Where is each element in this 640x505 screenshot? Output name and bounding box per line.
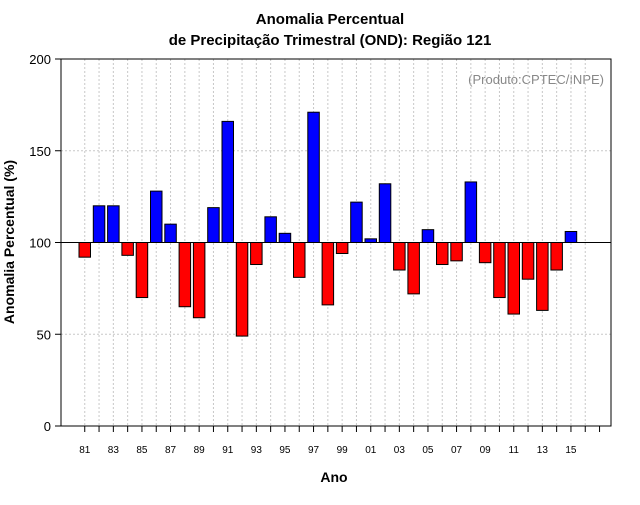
chart-subtitle: de Precipitação Trimestral (OND): Região… bbox=[169, 32, 492, 49]
bar-2009 bbox=[478, 242, 492, 264]
x-tick-label: 03 bbox=[394, 445, 406, 456]
axes-layer: 0 50 100 150 200 81 83 85 87 89 91 93 95 97 99 01 03 05 07… bbox=[29, 52, 612, 456]
bar-2006 bbox=[436, 242, 449, 266]
chart-title: Anomalia Percentual bbox=[256, 11, 404, 28]
bar-1996 bbox=[293, 242, 306, 278]
y-tick-label: 100 bbox=[29, 236, 51, 251]
bar-2007 bbox=[450, 242, 463, 262]
bar-1993 bbox=[250, 242, 263, 266]
bars-layer bbox=[78, 111, 578, 337]
x-tick-label: 13 bbox=[537, 445, 549, 456]
bar-2002 bbox=[378, 183, 392, 243]
bar-2003 bbox=[393, 242, 406, 271]
bar-1986 bbox=[150, 190, 163, 243]
bar-1981 bbox=[78, 242, 91, 258]
x-tick-label: 09 bbox=[480, 445, 492, 456]
bar-2004 bbox=[407, 242, 420, 295]
bar-2000 bbox=[350, 201, 363, 244]
bar-1999 bbox=[335, 242, 349, 255]
bar-1983 bbox=[107, 205, 120, 244]
y-tick-label: 200 bbox=[29, 52, 51, 67]
x-tick-label: 91 bbox=[222, 445, 234, 456]
x-tick-label: 15 bbox=[565, 445, 577, 456]
bar-2013 bbox=[536, 242, 549, 311]
x-tick-label: 87 bbox=[165, 445, 177, 456]
x-tick-label: 93 bbox=[251, 445, 263, 456]
bar-1994 bbox=[264, 216, 277, 243]
x-tick-label: 11 bbox=[509, 445, 520, 456]
bar-2001 bbox=[364, 238, 377, 244]
x-tick-label: 99 bbox=[337, 445, 349, 456]
x-tick-label: 95 bbox=[279, 445, 291, 456]
bar-2012 bbox=[521, 242, 535, 280]
bar-2005 bbox=[421, 229, 435, 243]
x-tick-label: 97 bbox=[308, 445, 320, 456]
bar-1989 bbox=[192, 242, 206, 319]
grid-layer bbox=[61, 59, 611, 426]
x-tick-label: 81 bbox=[79, 445, 91, 456]
x-tick-label: 83 bbox=[108, 445, 120, 456]
bar-2008 bbox=[464, 181, 478, 244]
bar-1985 bbox=[135, 242, 149, 299]
y-tick-label: 150 bbox=[29, 144, 51, 159]
bar-1991 bbox=[221, 120, 234, 243]
bar-2014 bbox=[550, 242, 563, 271]
bar-1982 bbox=[92, 205, 106, 244]
bar-1998 bbox=[321, 242, 335, 306]
x-tick-label: 85 bbox=[136, 445, 148, 456]
bar-1992 bbox=[235, 242, 249, 337]
bar-2010 bbox=[493, 242, 506, 299]
bar-1997 bbox=[307, 111, 320, 243]
bar-1984 bbox=[121, 242, 134, 256]
x-axis-label: Ano bbox=[320, 469, 347, 485]
y-tick-label: 50 bbox=[37, 327, 51, 342]
bar-2015 bbox=[564, 230, 578, 244]
y-axis-label: Anomalia Percentual (%) bbox=[1, 160, 17, 324]
source-annotation: (Produto:CPTEC/INPE) bbox=[468, 72, 604, 87]
bar-1988 bbox=[178, 242, 192, 308]
x-tick-label: 89 bbox=[194, 445, 206, 456]
x-tick-label: 05 bbox=[422, 445, 434, 456]
bar-1995 bbox=[278, 232, 292, 243]
y-tick-label: 0 bbox=[44, 419, 51, 434]
bar-2011 bbox=[507, 242, 520, 315]
bar-1987 bbox=[164, 223, 177, 243]
bar-1990 bbox=[207, 207, 220, 243]
x-tick-label: 01 bbox=[365, 445, 377, 456]
x-tick-label: 07 bbox=[451, 445, 463, 456]
